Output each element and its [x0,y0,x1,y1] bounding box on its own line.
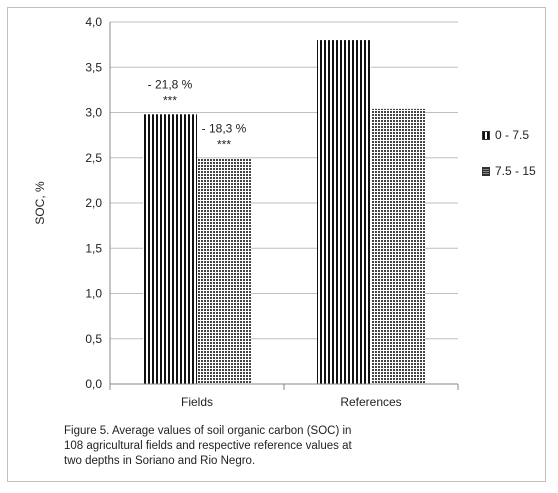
legend-item-7-5-15: 7.5 - 15 [482,164,536,178]
annotation-percent: - 21,8 % [148,77,193,91]
bar [371,108,425,384]
legend-label: 0 - 7.5 [495,128,530,142]
y-tick-label: 2,0 [85,196,102,210]
y-tick-label: 3,0 [85,106,102,120]
y-tick-label: 4,0 [85,15,102,29]
y-axis-label: SOC, % [33,181,47,225]
y-tick-label: 0,5 [85,332,102,346]
annotation-significance: *** [163,93,177,107]
chart-frame [7,7,546,482]
legend-swatch-dots [482,166,490,176]
x-tick-label: References [340,395,401,409]
x-tick-label: Fields [181,395,213,409]
y-tick-label: 1,5 [85,241,102,255]
legend-swatch-stripes [482,130,490,140]
bar [197,158,251,384]
legend-label: 7.5 - 15 [495,164,536,178]
y-tick-label: 2,5 [85,151,102,165]
annotation-significance: *** [217,138,231,152]
y-tick-label: 1,0 [85,287,102,301]
figure-caption: Figure 5. Average values of soil organic… [64,425,352,467]
annotation-percent: - 18,3 % [202,122,247,136]
bar [143,114,197,384]
y-tick-label: 3,5 [85,60,102,74]
bar [317,40,371,384]
legend-item-0-7-5: 0 - 7.5 [482,128,529,142]
y-tick-label: 0,0 [85,377,102,391]
